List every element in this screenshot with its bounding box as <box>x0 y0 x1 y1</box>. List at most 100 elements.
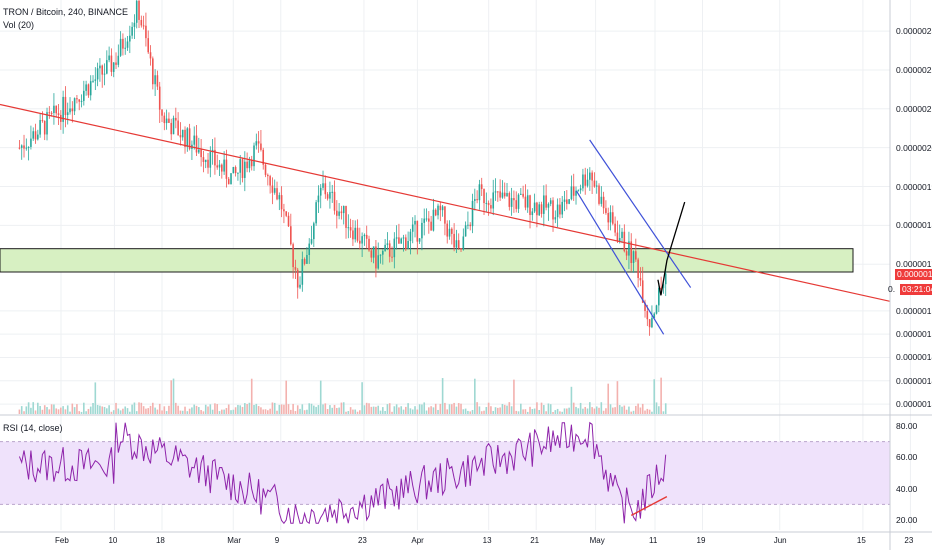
candle-body <box>356 227 359 241</box>
volume-bar <box>446 409 449 414</box>
volume-bar <box>540 402 543 414</box>
volume-bar <box>48 409 51 414</box>
candle-body <box>582 174 584 189</box>
candle-body <box>27 146 30 148</box>
volume-bar <box>32 402 35 414</box>
candle-body <box>579 188 582 191</box>
drawing-tools[interactable] <box>0 103 891 335</box>
candle-body <box>331 191 334 193</box>
candle-body <box>572 186 575 196</box>
candle-body <box>533 202 536 212</box>
candle-body <box>407 241 409 249</box>
volume-bar <box>474 378 476 414</box>
volume-bar <box>414 406 416 414</box>
candle-body <box>50 112 53 114</box>
candle-body <box>76 98 78 100</box>
volume-bar <box>492 410 495 414</box>
volume-bar <box>322 404 324 414</box>
support-zone[interactable] <box>0 248 854 273</box>
rsi-band-fill <box>0 441 890 505</box>
volume-bar <box>644 410 646 414</box>
candle-body <box>359 240 361 244</box>
volume-bar <box>96 404 99 414</box>
candle-body <box>71 108 74 112</box>
candle-body <box>487 202 490 206</box>
candle-body <box>338 211 340 216</box>
candle-body <box>616 232 619 242</box>
candle-body <box>414 220 416 225</box>
volume-bar <box>648 409 651 414</box>
volume-bar <box>568 407 570 414</box>
candle-body <box>53 105 55 114</box>
candle-body <box>625 251 628 256</box>
volume-bar <box>273 402 276 414</box>
candle-body <box>253 145 255 167</box>
candle-body <box>508 193 511 207</box>
candle-body <box>122 38 124 49</box>
candle-body <box>138 0 140 20</box>
candle-body <box>471 200 474 227</box>
volume-bar <box>365 402 368 414</box>
candle-body <box>577 190 580 192</box>
x-tick-label: 10 <box>108 536 118 545</box>
candle-body <box>462 236 465 250</box>
volume-bar <box>520 403 522 414</box>
candle-body <box>485 202 488 204</box>
candle-body <box>78 99 81 102</box>
volume-bar <box>582 408 584 414</box>
volume-bar <box>260 407 262 414</box>
volume-bar <box>94 382 97 414</box>
volume-bar <box>271 402 274 414</box>
x-tick-label: 19 <box>696 536 706 545</box>
volume-bar <box>529 406 531 414</box>
candle-body <box>25 147 28 149</box>
candle-body <box>568 199 570 204</box>
volume-bar <box>152 402 154 414</box>
volume-bar <box>244 403 246 414</box>
candle-body <box>186 128 189 148</box>
candle-body <box>662 284 665 289</box>
volume-bar <box>653 379 656 414</box>
volume-bar <box>469 411 472 414</box>
volume-bar <box>660 377 662 414</box>
candle-body <box>145 25 147 39</box>
candle-body <box>241 159 244 178</box>
candle-body <box>99 65 101 69</box>
candle-body <box>108 55 110 61</box>
candle-body <box>232 167 235 174</box>
volume-bar <box>223 409 225 414</box>
candle-body <box>526 195 529 208</box>
candle-body <box>600 196 603 204</box>
volume-bar <box>377 405 380 414</box>
candle-body <box>609 212 612 223</box>
volume-bar <box>200 409 202 414</box>
volume-bar <box>503 404 506 414</box>
candle-body <box>57 113 60 115</box>
candle-body <box>398 237 400 244</box>
candle-body <box>492 192 495 209</box>
volume-bar <box>161 410 163 414</box>
candle-body <box>287 215 290 227</box>
candle-body <box>39 120 41 135</box>
volume-bar <box>308 403 311 414</box>
candle-body <box>602 196 605 209</box>
rsi-indicator-label: RSI (14, close) <box>3 423 63 433</box>
rsi-line <box>18 421 668 525</box>
volume-bar <box>664 403 667 414</box>
volume-bar <box>140 402 143 414</box>
volume-bar <box>342 402 345 414</box>
candle-body <box>87 84 90 96</box>
volume-bar <box>135 411 138 414</box>
volume-bar <box>188 408 191 414</box>
candle-body <box>333 191 336 211</box>
candle-body <box>225 159 228 179</box>
candle-body <box>179 135 182 138</box>
volume-bar <box>18 409 21 414</box>
candle-body <box>598 185 600 204</box>
candle-body <box>644 302 646 311</box>
candle-body <box>271 185 274 193</box>
y-tick-label: 0.00000180 <box>896 220 932 231</box>
candle-body <box>453 233 455 248</box>
volume-bar <box>280 404 283 414</box>
